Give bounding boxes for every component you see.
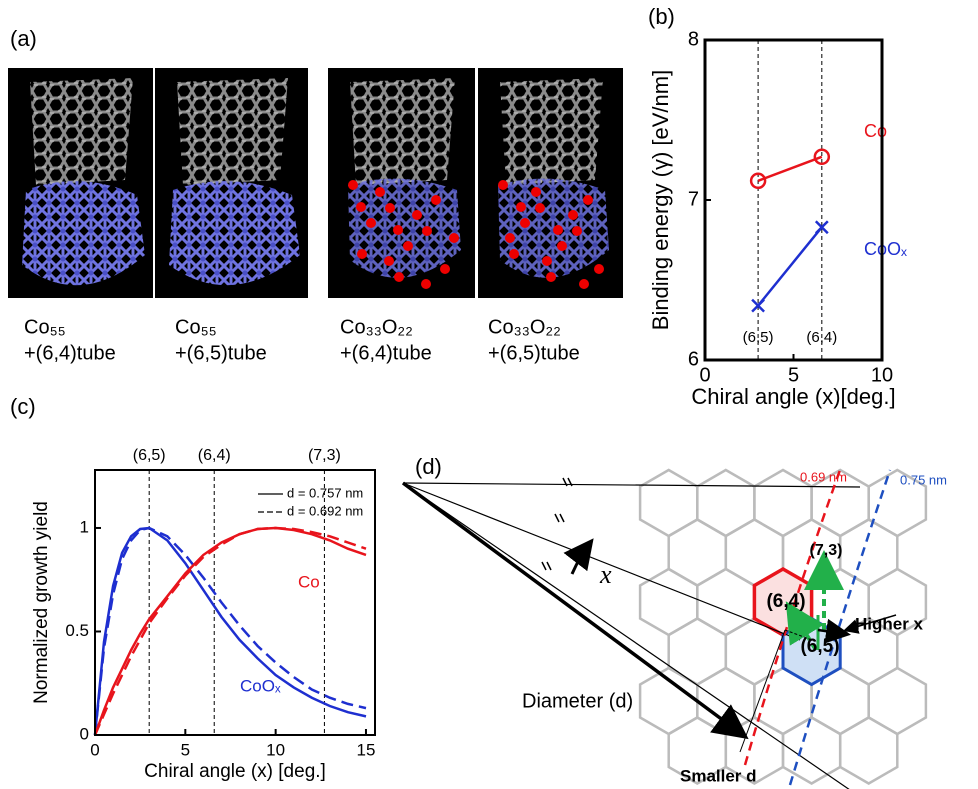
y-tick-label: 7 — [688, 188, 699, 210]
series-label: CoOₓ — [864, 239, 907, 259]
oxygen — [505, 233, 515, 243]
hexagon — [669, 520, 726, 586]
plot-frame — [705, 40, 882, 360]
nanotube — [500, 78, 603, 185]
oxygen — [356, 202, 366, 212]
diameter-label: 0.69 nm — [800, 469, 847, 484]
figure: (a) (b) (c) (d) Co₅₅ +(6,4)tube Co₅₅ +(6… — [0, 0, 978, 789]
legend-label: d = 0.757 nm — [287, 485, 363, 500]
hexagon — [697, 470, 754, 536]
hexagon — [869, 668, 926, 734]
oxygen — [520, 218, 530, 228]
hexagon — [640, 470, 697, 536]
reference-label: (6,4) — [806, 329, 837, 346]
oxygen — [594, 264, 604, 274]
x-tick-label: 10 — [266, 740, 285, 759]
panel-label: (a) — [10, 26, 37, 51]
page: (a) (b) (c) (d) Co₅₅ +(6,4)tube Co₅₅ +(6… — [0, 0, 978, 789]
vector-label: (6,4) — [766, 591, 805, 612]
y-tick-label: 0 — [80, 724, 89, 743]
nanotube — [177, 78, 288, 185]
oxygen — [546, 272, 556, 282]
series-line — [95, 528, 366, 735]
y-axis-label: Binding energy (γ) [eV/nm] — [648, 70, 673, 330]
annotation: CoOₓ — [240, 676, 281, 695]
oxygen — [572, 226, 582, 236]
oxygen — [449, 233, 459, 243]
x-tick-label: 15 — [357, 740, 376, 759]
structure-images — [8, 68, 623, 298]
oxygen — [384, 256, 394, 266]
nanotube — [30, 78, 133, 185]
reference-label: (7,3) — [308, 447, 341, 464]
series-label: Co — [864, 121, 887, 141]
reference-label: (6,4) — [198, 447, 231, 464]
oxygen — [422, 226, 432, 236]
diameter-label: 0.75 nm — [900, 472, 947, 487]
oxygen — [440, 264, 450, 274]
vector-label: (6,5) — [800, 636, 839, 657]
hexagon — [669, 619, 726, 685]
oxygen — [385, 203, 395, 213]
oxygen — [393, 225, 403, 235]
caption: +(6,5)tube — [488, 342, 580, 364]
y-tick-label: 0.5 — [65, 621, 89, 640]
oxygen — [366, 218, 376, 228]
oxygen — [531, 187, 541, 197]
higher-label: Higher x — [855, 614, 924, 633]
legend-label: d = 0.692 nm — [287, 503, 363, 518]
panel-label: (d) — [415, 454, 442, 479]
oxygen — [431, 195, 441, 205]
oxygen — [412, 210, 422, 220]
oxygen — [542, 256, 552, 266]
hexagon — [697, 569, 754, 635]
series-line — [758, 157, 822, 181]
oxygen — [498, 180, 508, 190]
oxygen — [568, 210, 578, 220]
caption: Co₃₃O₂₂ — [488, 316, 561, 338]
hexagon — [640, 569, 697, 635]
hexagon — [840, 520, 897, 586]
x-tick-label: 5 — [181, 740, 190, 759]
annotation: Co — [298, 572, 320, 591]
oxygen — [535, 203, 545, 213]
smaller-label: Smaller d — [680, 766, 757, 785]
panel-label: (b) — [648, 4, 675, 29]
panel-label: (c) — [10, 394, 36, 419]
x-axis-label: Chiral angle (x) [deg.] — [144, 761, 326, 782]
angle-label: x — [599, 560, 612, 589]
caption: Co₅₅ — [24, 316, 66, 338]
oxygen — [557, 241, 567, 251]
oxygen — [394, 272, 404, 282]
caption: +(6,4)tube — [24, 342, 116, 364]
vector-label: (7,3) — [810, 542, 843, 559]
oxygen — [421, 279, 431, 289]
y-tick-label: 6 — [688, 348, 699, 370]
hexagon — [840, 718, 897, 784]
oxygen — [579, 279, 589, 289]
reference-label: (6,5) — [743, 329, 774, 346]
oxygen — [403, 241, 413, 251]
oxygen — [516, 202, 526, 212]
series-line — [758, 227, 822, 305]
caption: Co₅₅ — [175, 316, 217, 338]
nanotube — [350, 78, 455, 185]
caption: +(6,5)tube — [175, 342, 267, 364]
diameter-text: Diameter (d) — [522, 690, 633, 712]
y-axis-label: Normalized growth yield — [31, 501, 52, 704]
reference-label: (6,5) — [133, 447, 166, 464]
y-tick-label: 1 — [80, 517, 89, 536]
oxygen — [357, 249, 367, 259]
oxygen — [348, 180, 358, 190]
oxygen — [583, 195, 593, 205]
oxygen — [375, 187, 385, 197]
x-tick-label: 0 — [90, 740, 99, 759]
x-axis-label: Chiral angle (x)[deg.] — [691, 384, 895, 409]
oxygen — [509, 249, 519, 259]
y-tick-label: 8 — [688, 28, 699, 50]
oxygen — [553, 225, 563, 235]
caption: Co₃₃O₂₂ — [340, 316, 413, 338]
caption: +(6,4)tube — [340, 342, 432, 364]
